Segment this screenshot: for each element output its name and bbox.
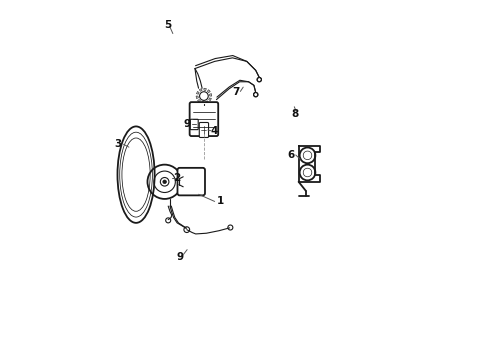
Polygon shape: [197, 99, 200, 102]
Polygon shape: [210, 94, 212, 96]
Text: 6: 6: [288, 150, 295, 160]
Polygon shape: [196, 96, 198, 99]
Polygon shape: [206, 101, 209, 104]
Text: 5: 5: [164, 19, 171, 30]
Text: 9: 9: [176, 252, 184, 262]
Polygon shape: [204, 88, 206, 90]
Text: 8: 8: [292, 109, 298, 119]
Circle shape: [160, 177, 169, 186]
Text: 7: 7: [232, 87, 240, 98]
Polygon shape: [199, 89, 202, 91]
FancyBboxPatch shape: [190, 102, 218, 136]
Text: 2: 2: [173, 173, 181, 183]
FancyBboxPatch shape: [177, 168, 205, 195]
Circle shape: [199, 92, 208, 100]
FancyBboxPatch shape: [199, 122, 209, 138]
FancyBboxPatch shape: [190, 119, 198, 130]
Text: 1: 1: [217, 197, 223, 206]
Polygon shape: [196, 91, 199, 94]
Text: 3: 3: [115, 139, 122, 149]
Text: 4: 4: [211, 126, 219, 136]
Polygon shape: [207, 90, 210, 93]
Polygon shape: [201, 102, 204, 104]
Polygon shape: [209, 98, 211, 101]
Circle shape: [163, 180, 167, 184]
Text: 9: 9: [184, 119, 191, 129]
